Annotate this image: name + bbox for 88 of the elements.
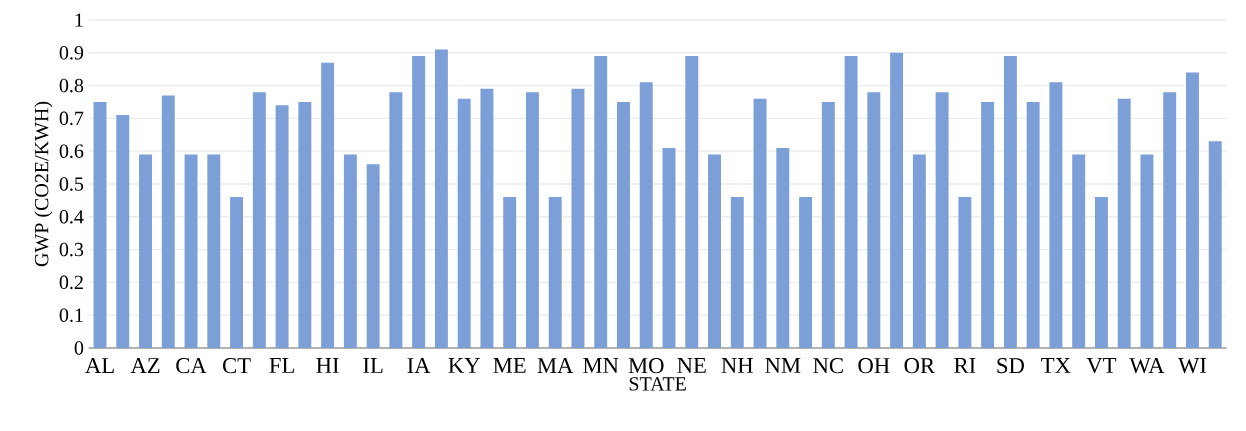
x-tick-label: ME: [493, 358, 526, 373]
x-tick-label: WA: [1129, 358, 1165, 374]
y-tick-label: 0.6: [59, 144, 84, 158]
bar: [776, 147, 790, 348]
bar: [1072, 154, 1086, 348]
x-tick-label: WI: [1178, 358, 1207, 374]
y-axis-title: GWP (CO2E/KWH): [34, 101, 53, 267]
bar: [1094, 197, 1108, 348]
bar: [844, 56, 858, 348]
bar: [389, 92, 403, 348]
y-tick-label: 0.1: [59, 308, 83, 322]
bar: [252, 92, 266, 348]
bar: [116, 115, 130, 348]
bar: [935, 92, 949, 348]
bar: [230, 197, 244, 348]
bar: [890, 52, 904, 348]
bar: [1003, 56, 1017, 348]
bar: [434, 49, 448, 348]
bar: [366, 164, 380, 348]
x-tick-label: OR: [904, 358, 936, 374]
x-axis-title: STATE: [629, 377, 686, 391]
bar: [662, 147, 676, 348]
bar: [594, 56, 608, 348]
bar: [799, 197, 813, 348]
bar: [93, 101, 107, 348]
bar: [1140, 154, 1154, 348]
bar: [207, 154, 221, 348]
x-tick-label: MA: [537, 358, 574, 373]
bar: [1026, 101, 1040, 348]
x-tick-label: SD: [997, 358, 1024, 374]
y-tick-label: 0.8: [59, 78, 84, 93]
y-tick-label: 0: [74, 341, 84, 355]
bar: [1117, 98, 1131, 348]
bar: [457, 98, 471, 348]
bar: [321, 62, 335, 348]
x-tick-label: OH: [858, 358, 890, 374]
y-tick-label: 1: [75, 13, 83, 27]
bar: [685, 56, 699, 348]
bar: [958, 197, 972, 348]
bar: [161, 95, 175, 348]
bar: [1049, 82, 1063, 348]
y-tick-label: 0.4: [59, 210, 84, 224]
x-tick-label: AL: [85, 358, 114, 373]
bar: [571, 88, 585, 348]
x-tick-label: VT: [1086, 358, 1117, 374]
x-tick-label: AZ: [130, 358, 160, 373]
bar: [275, 105, 289, 348]
bar: [139, 154, 152, 348]
bar: [981, 101, 995, 348]
bar: [298, 101, 312, 348]
bar: [639, 82, 653, 348]
bar: [730, 197, 744, 348]
y-tick-label: 0.5: [59, 177, 84, 191]
y-tick-label: 0.2: [59, 275, 83, 290]
x-tick-label: NM: [765, 358, 801, 373]
x-tick-label: NE: [677, 358, 706, 373]
x-tick-label: MO: [628, 358, 664, 374]
bar: [343, 154, 357, 348]
x-tick-label: HI: [316, 358, 339, 373]
bar: [525, 92, 539, 348]
bar: [912, 154, 926, 348]
bar: [1208, 141, 1222, 348]
x-tick-label: FL: [269, 358, 294, 373]
bar: [753, 98, 767, 348]
bar: [412, 56, 426, 348]
x-tick-label: RI: [954, 358, 976, 373]
bar: [708, 154, 721, 348]
x-tick-label: NC: [813, 358, 843, 374]
bar: [617, 101, 630, 348]
bar: [548, 197, 562, 348]
x-tick-label: CA: [176, 358, 207, 374]
x-tick-label: KY: [448, 358, 480, 373]
bar: [821, 101, 835, 348]
bar: [867, 92, 881, 348]
y-tick-label: 0.3: [59, 242, 84, 257]
x-tick-label: IA: [407, 358, 431, 373]
x-tick-label: CT: [223, 358, 251, 374]
x-tick-label: NH: [721, 358, 753, 373]
x-tick-label: MN: [583, 358, 619, 373]
bar: [503, 197, 517, 348]
x-tick-label: IL: [363, 358, 383, 373]
bar: [184, 154, 198, 348]
bar: [480, 88, 494, 348]
bar: [1186, 72, 1199, 348]
y-tick-label: 0.7: [59, 111, 84, 126]
y-tick-label: 0.9: [59, 46, 84, 60]
bar: [1163, 92, 1177, 348]
x-tick-label: TX: [1041, 358, 1071, 373]
